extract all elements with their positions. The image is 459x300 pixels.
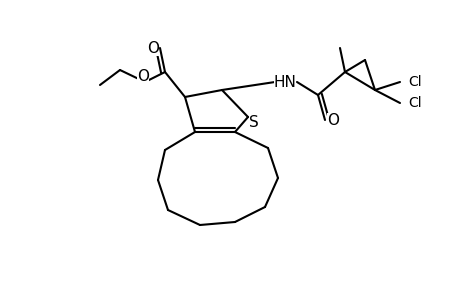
- Text: Cl: Cl: [407, 96, 421, 110]
- Text: O: O: [326, 112, 338, 128]
- Text: Cl: Cl: [407, 75, 421, 89]
- Text: O: O: [147, 40, 159, 56]
- Text: O: O: [137, 68, 149, 83]
- Text: S: S: [249, 115, 258, 130]
- Text: HN: HN: [273, 74, 296, 89]
